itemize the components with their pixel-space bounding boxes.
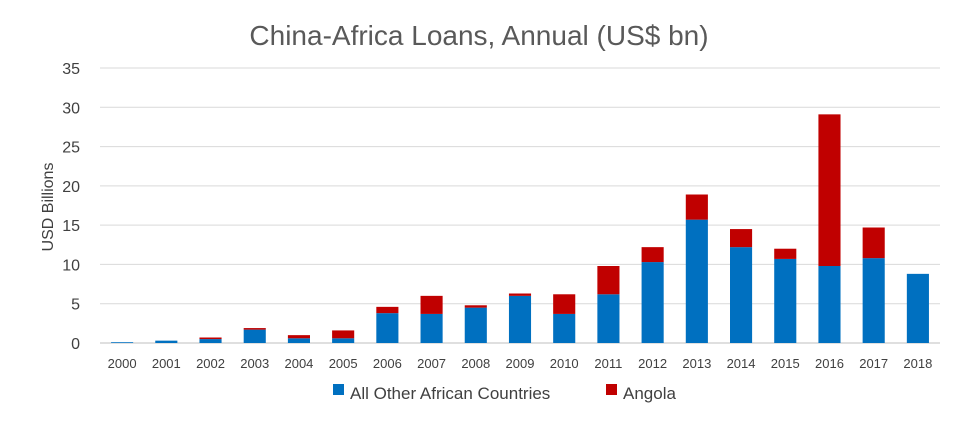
bar-2017-other-african bbox=[862, 258, 885, 343]
bar-2009-angola bbox=[508, 293, 532, 296]
bar-2013-other-african bbox=[685, 219, 708, 343]
x-tick-label-2004: 2004 bbox=[284, 356, 313, 371]
y-tick-label-15: 15 bbox=[62, 218, 80, 235]
bar-2002-other-african bbox=[199, 339, 222, 343]
bar-2007-angola bbox=[420, 295, 443, 314]
bar-2004-angola bbox=[287, 335, 310, 339]
x-tick-label-2003: 2003 bbox=[240, 356, 269, 371]
bar-2003-angola bbox=[243, 328, 266, 330]
bar-2006-other-african bbox=[376, 313, 399, 343]
bar-2011-other-african bbox=[597, 294, 620, 343]
bar-2008-angola bbox=[464, 305, 487, 308]
bar-2015-angola bbox=[774, 248, 797, 259]
bar-2007-other-african bbox=[420, 313, 443, 343]
legend-swatch-all-other-african-countries bbox=[333, 384, 344, 395]
y-tick-label-35: 35 bbox=[62, 61, 80, 78]
bar-2018-other-african bbox=[906, 273, 929, 343]
grid-lines bbox=[100, 67, 940, 344]
bar-2011-angola bbox=[597, 266, 620, 295]
bar-2004-other-african bbox=[287, 338, 310, 343]
x-tick-label-2006: 2006 bbox=[373, 356, 402, 371]
bar-2015-other-african bbox=[774, 258, 797, 343]
bar-2008-other-african bbox=[464, 307, 487, 343]
x-tick-label-2013: 2013 bbox=[682, 356, 711, 371]
x-tick-label-2017: 2017 bbox=[859, 356, 888, 371]
bar-2012-angola bbox=[641, 247, 664, 263]
x-axis: 2000 2001 2002 2003 2004 2005 2006 2007 2008 2009… bbox=[108, 356, 933, 371]
legend-label-angola: Angola bbox=[623, 384, 676, 403]
bar-2005-angola bbox=[332, 330, 355, 339]
y-tick-label-0: 0 bbox=[71, 336, 80, 353]
y-axis-label: USD Billions bbox=[40, 163, 57, 252]
bar-2010-angola bbox=[553, 294, 576, 314]
bar-2017-angola bbox=[862, 227, 885, 259]
chart-title: China-Africa Loans, Annual (US$ bn) bbox=[249, 20, 708, 51]
y-tick-label-10: 10 bbox=[62, 257, 80, 274]
bar-2005-other-african bbox=[332, 338, 355, 343]
bar-2003-other-african bbox=[243, 329, 266, 343]
bar-2010-other-african bbox=[553, 313, 576, 343]
x-tick-label-2009: 2009 bbox=[506, 356, 535, 371]
x-tick-label-2015: 2015 bbox=[771, 356, 800, 371]
bar-2000-other-african bbox=[111, 342, 134, 343]
y-tick-label-20: 20 bbox=[62, 179, 80, 196]
legend-label-all-other-african-countries: All Other African Countries bbox=[350, 384, 550, 403]
bar-2013-angola bbox=[685, 194, 708, 220]
x-tick-label-2012: 2012 bbox=[638, 356, 667, 371]
x-tick-label-2001: 2001 bbox=[152, 356, 181, 371]
x-tick-label-2014: 2014 bbox=[727, 356, 756, 371]
y-tick-label-30: 30 bbox=[62, 100, 80, 117]
y-tick-label-25: 25 bbox=[62, 140, 80, 157]
bar-2016-angola bbox=[818, 114, 841, 266]
bar-2014-angola bbox=[730, 229, 753, 248]
y-tick-label-5: 5 bbox=[71, 297, 80, 314]
x-tick-label-2008: 2008 bbox=[461, 356, 490, 371]
x-tick-label-2010: 2010 bbox=[550, 356, 579, 371]
bar-2012-other-african bbox=[641, 262, 664, 343]
y-axis: 0 5 10 15 20 25 30 35 bbox=[62, 61, 80, 353]
legend-swatch-angola bbox=[606, 384, 617, 395]
x-tick-label-2007: 2007 bbox=[417, 356, 446, 371]
bar-2006-angola bbox=[376, 306, 399, 314]
x-tick-label-2000: 2000 bbox=[108, 356, 137, 371]
bar-2002-angola bbox=[199, 337, 222, 340]
x-tick-label-2005: 2005 bbox=[329, 356, 358, 371]
bar-2009-other-african bbox=[508, 295, 532, 343]
bars bbox=[111, 114, 929, 343]
bar-2014-other-african bbox=[730, 247, 753, 343]
bar-2001-other-african bbox=[155, 340, 178, 343]
x-tick-label-2018: 2018 bbox=[903, 356, 932, 371]
bar-2016-other-african bbox=[818, 266, 841, 343]
x-tick-label-2002: 2002 bbox=[196, 356, 225, 371]
legend: All Other African Countries Angola bbox=[333, 384, 676, 403]
x-tick-label-2011: 2011 bbox=[594, 356, 622, 371]
x-tick-label-2016: 2016 bbox=[815, 356, 844, 371]
